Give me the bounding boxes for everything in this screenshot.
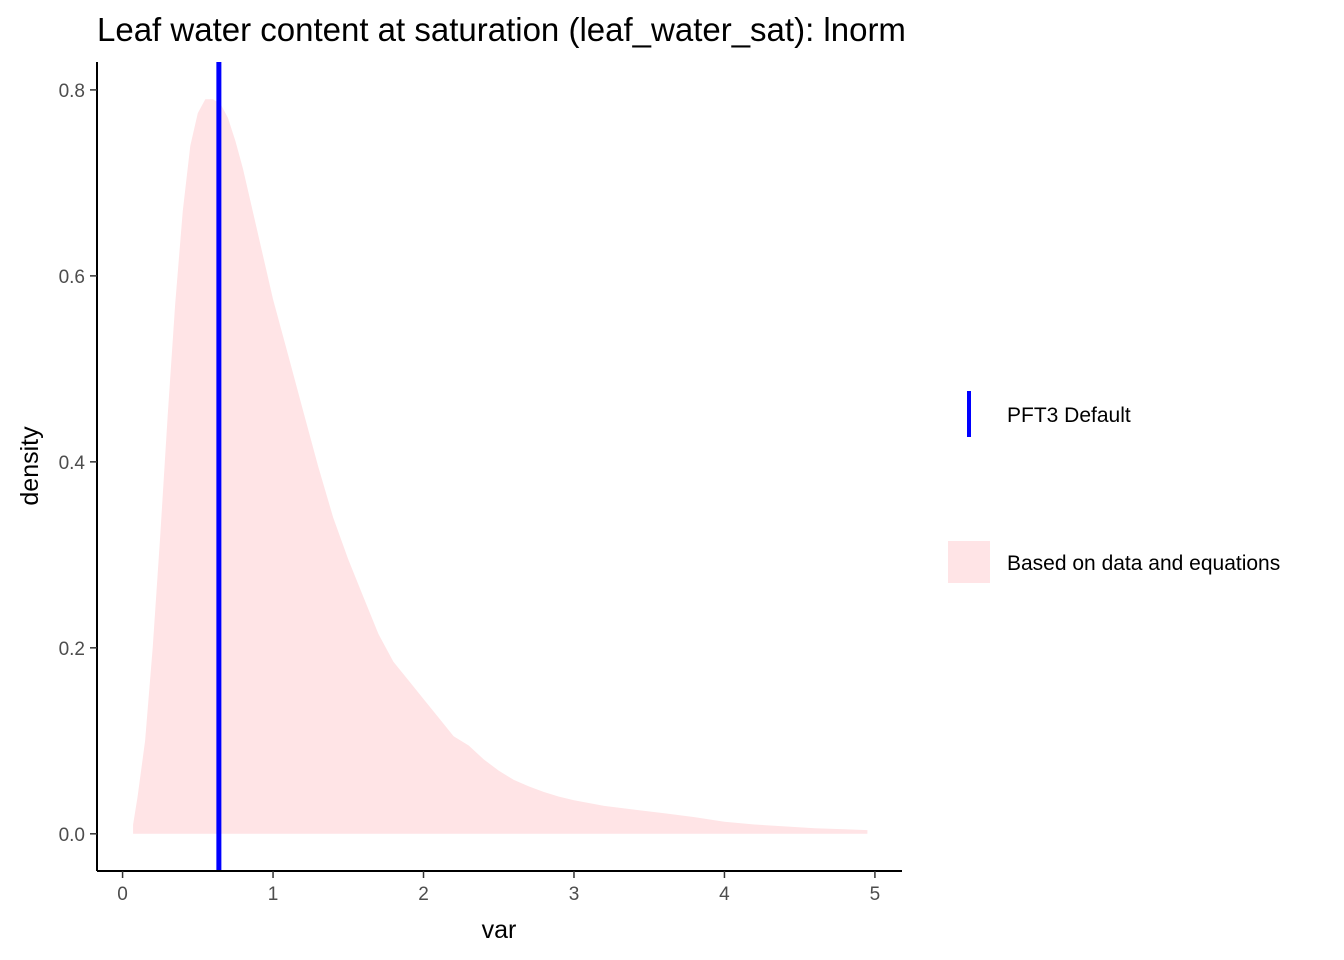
y-axis-ticks: 0.0 0.2 0.4 0.6 0.8 [59, 81, 97, 846]
y-tick-label: 0.0 [59, 825, 85, 846]
legend-label-pft3-default: PFT3 Default [1007, 404, 1131, 427]
x-tick-label: 2 [418, 884, 429, 905]
legend: PFT3 Default Based on data and equations [948, 391, 1280, 583]
y-axis-title: density [16, 426, 44, 506]
y-tick-label: 0.4 [59, 453, 86, 474]
chart-title: Leaf water content at saturation (leaf_w… [97, 11, 906, 48]
plot-area [133, 62, 868, 871]
x-tick-label: 5 [870, 884, 881, 905]
y-tick-label: 0.2 [59, 639, 85, 660]
x-tick-label: 0 [117, 884, 128, 905]
x-tick-label: 3 [569, 884, 580, 905]
y-tick-label: 0.6 [59, 267, 85, 288]
x-axis-title: var [482, 916, 517, 944]
density-area [133, 99, 868, 834]
legend-label-based-on-data: Based on data and equations [1007, 552, 1280, 575]
legend-key-based-on-data [948, 541, 990, 583]
x-axis-ticks: 0 1 2 3 4 5 [117, 871, 880, 905]
x-tick-label: 1 [268, 884, 279, 905]
y-tick-label: 0.8 [59, 81, 85, 102]
x-tick-label: 4 [719, 884, 730, 905]
